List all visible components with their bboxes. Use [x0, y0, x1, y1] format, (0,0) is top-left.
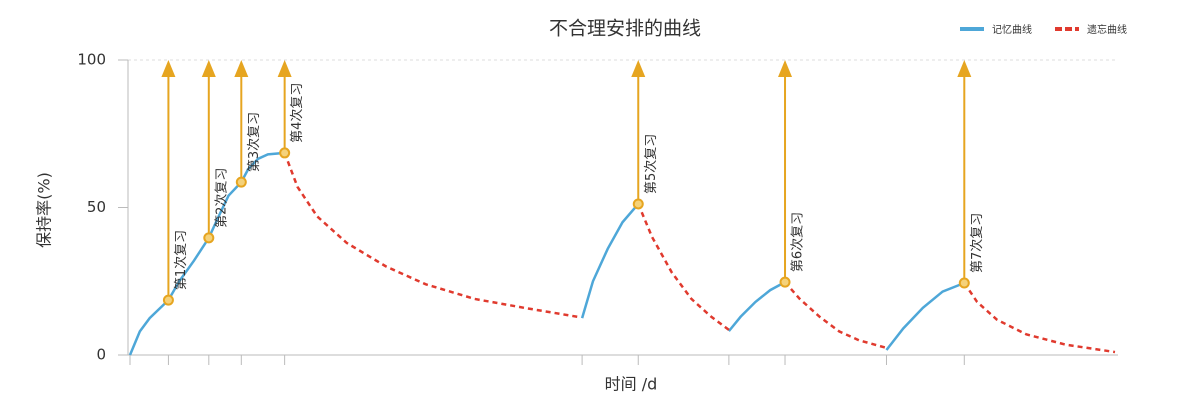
chart-title: 不合理安排的曲线 — [549, 18, 701, 40]
review-label: 第1次复习 — [173, 230, 189, 290]
review-point — [279, 147, 291, 159]
x-axis-label: 时间 /d — [605, 375, 658, 394]
review-label: 第6次复习 — [790, 212, 806, 272]
review-point — [632, 198, 644, 210]
series-line — [128, 151, 965, 356]
arrow-head — [957, 60, 972, 77]
series-line — [283, 152, 1116, 354]
y-tick-label: 0 — [96, 346, 106, 364]
review-label: 第7次复习 — [969, 213, 985, 273]
y-axis-label: 保持率(%) — [35, 172, 54, 248]
review-label: 第3次复习 — [246, 112, 262, 172]
review-label: 第2次复习 — [213, 168, 229, 228]
arrow-head — [234, 60, 249, 77]
arrow-head — [778, 60, 793, 77]
review-point — [235, 176, 247, 188]
arrow-head — [631, 60, 646, 77]
legend-label: 遗忘曲线 — [1087, 23, 1127, 36]
review-label: 第5次复习 — [643, 134, 659, 194]
review-point — [958, 277, 970, 289]
arrow-head — [277, 60, 292, 77]
legend-label: 记忆曲线 — [992, 23, 1032, 36]
review-point — [203, 232, 215, 244]
review-label: 第4次复习 — [289, 83, 305, 143]
arrow-head — [201, 60, 216, 77]
review-point — [162, 294, 174, 306]
y-tick-label: 50 — [87, 198, 106, 216]
review-point — [779, 276, 791, 288]
arrow-head — [161, 60, 176, 77]
y-tick-label: 100 — [77, 51, 106, 69]
